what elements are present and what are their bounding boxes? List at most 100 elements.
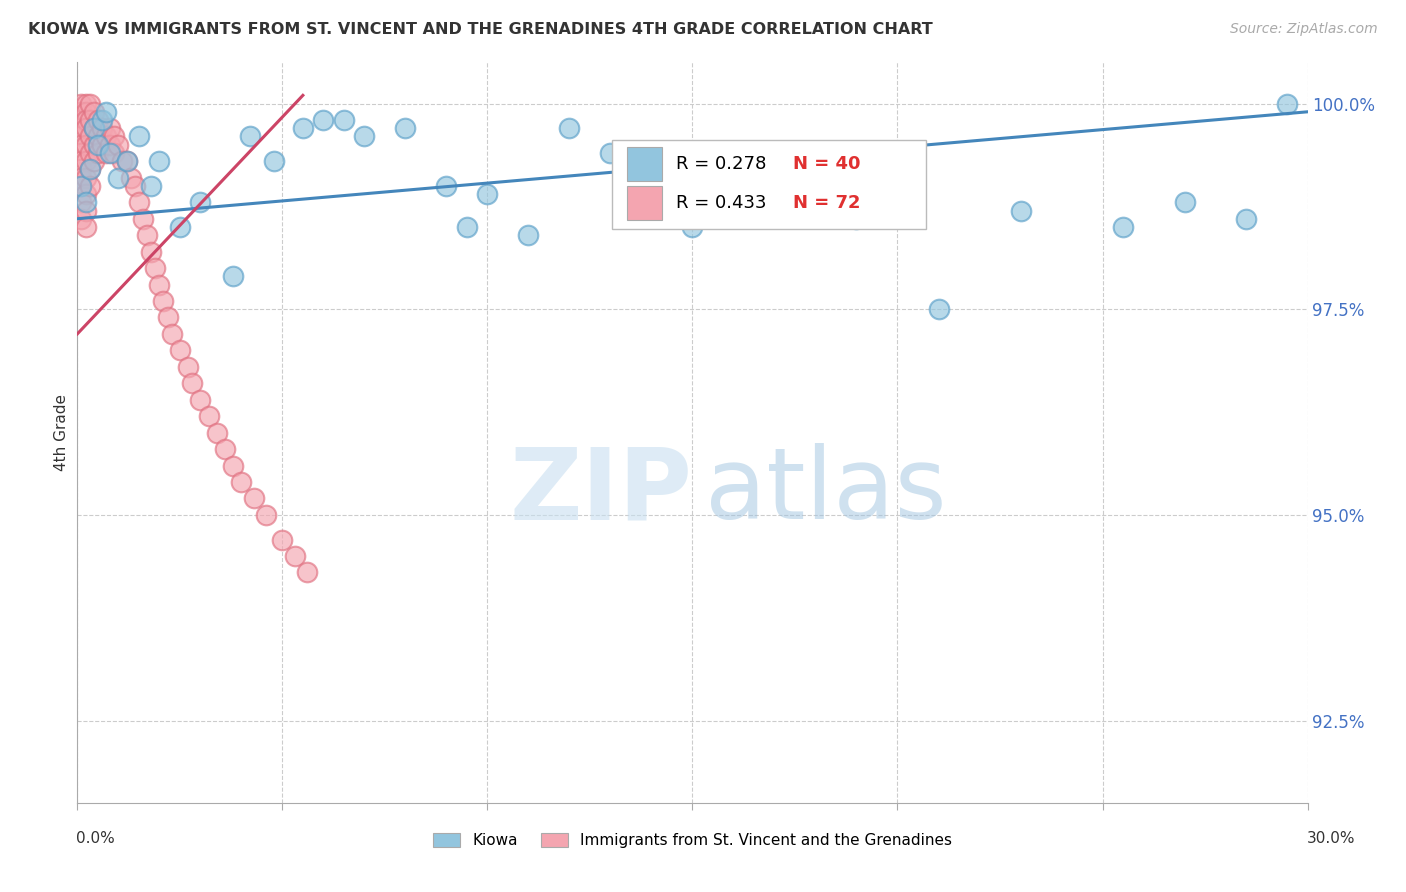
Point <box>128 195 150 210</box>
Point <box>90 121 114 136</box>
Point <box>143 261 166 276</box>
FancyBboxPatch shape <box>613 140 927 229</box>
Point <box>353 129 375 144</box>
Point <box>188 195 212 210</box>
FancyBboxPatch shape <box>627 147 662 180</box>
Point <box>239 129 262 144</box>
Point <box>75 187 97 202</box>
Point <box>177 359 200 374</box>
Point <box>928 302 950 317</box>
Point <box>75 121 97 136</box>
Point <box>886 178 908 193</box>
Point <box>148 154 170 169</box>
Point <box>83 121 105 136</box>
Point <box>169 343 191 358</box>
Point <box>111 154 134 169</box>
Point <box>70 170 93 185</box>
Point <box>75 113 97 128</box>
Point <box>188 392 212 407</box>
Point <box>94 104 117 119</box>
Text: 0.0%: 0.0% <box>76 831 115 847</box>
Point <box>156 310 179 325</box>
Point <box>79 162 101 177</box>
Point <box>107 137 129 152</box>
Point <box>94 129 117 144</box>
Point <box>148 277 170 292</box>
Point <box>90 113 114 128</box>
Point <box>205 425 228 440</box>
Point <box>723 195 745 210</box>
Point <box>477 187 499 202</box>
Point <box>75 203 97 218</box>
Point <box>87 145 110 160</box>
Point <box>83 104 105 119</box>
Point <box>141 244 163 259</box>
Point <box>284 549 307 563</box>
Point <box>79 129 101 144</box>
Point <box>120 170 142 185</box>
Point <box>79 113 101 128</box>
Point <box>1275 96 1298 111</box>
Point <box>115 154 138 169</box>
Point <box>394 121 416 136</box>
Point <box>75 137 97 152</box>
Point <box>103 145 125 160</box>
Text: R = 0.278: R = 0.278 <box>676 155 766 173</box>
Point <box>70 154 93 169</box>
Point <box>87 113 110 128</box>
Point <box>98 121 121 136</box>
Point <box>333 113 356 128</box>
Point <box>124 178 146 193</box>
Point <box>783 170 806 185</box>
Point <box>152 293 174 308</box>
Point <box>132 211 155 226</box>
Point <box>181 376 204 391</box>
Point <box>103 129 125 144</box>
Point <box>70 129 93 144</box>
Text: N = 72: N = 72 <box>793 194 860 212</box>
Point <box>222 269 245 284</box>
Text: R = 0.433: R = 0.433 <box>676 194 766 212</box>
Point <box>70 137 93 152</box>
Point <box>169 219 191 234</box>
Point <box>136 228 159 243</box>
Point <box>83 154 105 169</box>
Point <box>75 154 97 169</box>
Point <box>254 508 277 522</box>
Text: Source: ZipAtlas.com: Source: ZipAtlas.com <box>1230 22 1378 37</box>
Point <box>222 458 245 473</box>
Point <box>70 178 93 193</box>
Text: 30.0%: 30.0% <box>1308 831 1355 847</box>
Point <box>1010 203 1032 218</box>
Point <box>90 137 114 152</box>
Point <box>312 113 335 128</box>
Point <box>263 154 285 169</box>
Point <box>197 409 219 424</box>
Point <box>87 137 110 152</box>
Point <box>70 178 93 193</box>
Point <box>87 129 110 144</box>
Point <box>75 96 97 111</box>
Point <box>75 170 97 185</box>
Point <box>75 219 97 234</box>
Point <box>70 113 93 128</box>
Point <box>295 566 318 580</box>
Point <box>70 162 93 177</box>
FancyBboxPatch shape <box>627 186 662 219</box>
Legend: Kiowa, Immigrants from St. Vincent and the Grenadines: Kiowa, Immigrants from St. Vincent and t… <box>426 827 959 855</box>
Point <box>242 491 264 506</box>
Point <box>599 145 621 160</box>
Point <box>1234 211 1257 226</box>
Text: KIOWA VS IMMIGRANTS FROM ST. VINCENT AND THE GRENADINES 4TH GRADE CORRELATION CH: KIOWA VS IMMIGRANTS FROM ST. VINCENT AND… <box>28 22 932 37</box>
Y-axis label: 4th Grade: 4th Grade <box>53 394 69 471</box>
Point <box>1112 219 1135 234</box>
Point <box>517 228 540 243</box>
Point <box>79 178 101 193</box>
Point <box>75 195 97 210</box>
Point <box>98 137 121 152</box>
Point <box>83 121 105 136</box>
Point <box>94 145 117 160</box>
Point <box>558 121 581 136</box>
Text: atlas: atlas <box>704 443 946 541</box>
Point <box>231 475 253 489</box>
